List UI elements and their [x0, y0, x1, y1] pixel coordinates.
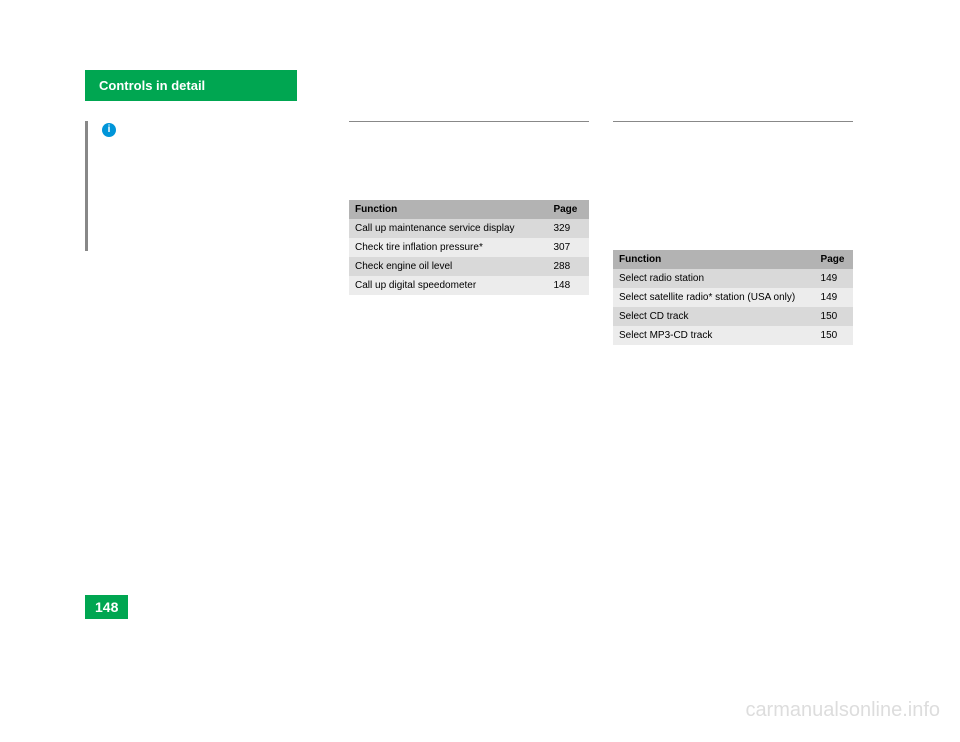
- table-row: Check tire inflation pressure* 307: [349, 238, 589, 257]
- table-row: Select MP3-CD track 150: [613, 326, 853, 345]
- col-function: Function: [613, 250, 815, 269]
- column-2: Function Page Call up maintenance servic…: [349, 121, 589, 345]
- cell-page: 149: [815, 269, 853, 288]
- cell-function: Select radio station: [613, 269, 815, 288]
- page-number: 148: [85, 595, 128, 619]
- table-row: Call up digital speedometer 148: [349, 276, 589, 295]
- columns-wrapper: i Function Page Call up maintenance serv…: [85, 121, 885, 345]
- cell-function: Select satellite radio* station (USA onl…: [613, 288, 815, 307]
- info-icon: i: [102, 123, 116, 137]
- cell-page: 329: [547, 219, 589, 238]
- cell-page: 149: [815, 288, 853, 307]
- section-divider: [349, 121, 589, 122]
- table-row: Select satellite radio* station (USA onl…: [613, 288, 853, 307]
- cell-page: 307: [547, 238, 589, 257]
- table-row: Select CD track 150: [613, 307, 853, 326]
- functions-table-2: Function Page Select radio station 149 S…: [613, 250, 853, 345]
- column-1: i: [85, 121, 325, 345]
- table-header-row: Function Page: [613, 250, 853, 269]
- functions-table-1: Function Page Call up maintenance servic…: [349, 200, 589, 295]
- cell-function: Check tire inflation pressure*: [349, 238, 547, 257]
- cell-page: 288: [547, 257, 589, 276]
- cell-function: Call up maintenance service display: [349, 219, 547, 238]
- watermark: carmanualsonline.info: [745, 699, 940, 722]
- cell-page: 150: [815, 326, 853, 345]
- cell-function: Check engine oil level: [349, 257, 547, 276]
- col-function: Function: [349, 200, 547, 219]
- section-header: Controls in detail: [85, 70, 297, 101]
- cell-page: 148: [547, 276, 589, 295]
- table-header-row: Function Page: [349, 200, 589, 219]
- table-row: Call up maintenance service display 329: [349, 219, 589, 238]
- cell-function: Select CD track: [613, 307, 815, 326]
- note-box: i: [85, 121, 325, 251]
- col-page: Page: [547, 200, 589, 219]
- column-3: Function Page Select radio station 149 S…: [613, 121, 853, 345]
- table-row: Select radio station 149: [613, 269, 853, 288]
- cell-page: 150: [815, 307, 853, 326]
- cell-function: Select MP3-CD track: [613, 326, 815, 345]
- cell-function: Call up digital speedometer: [349, 276, 547, 295]
- section-divider: [613, 121, 853, 122]
- col-page: Page: [815, 250, 853, 269]
- page-container: Controls in detail i Function Page Call …: [85, 70, 885, 345]
- table-row: Check engine oil level 288: [349, 257, 589, 276]
